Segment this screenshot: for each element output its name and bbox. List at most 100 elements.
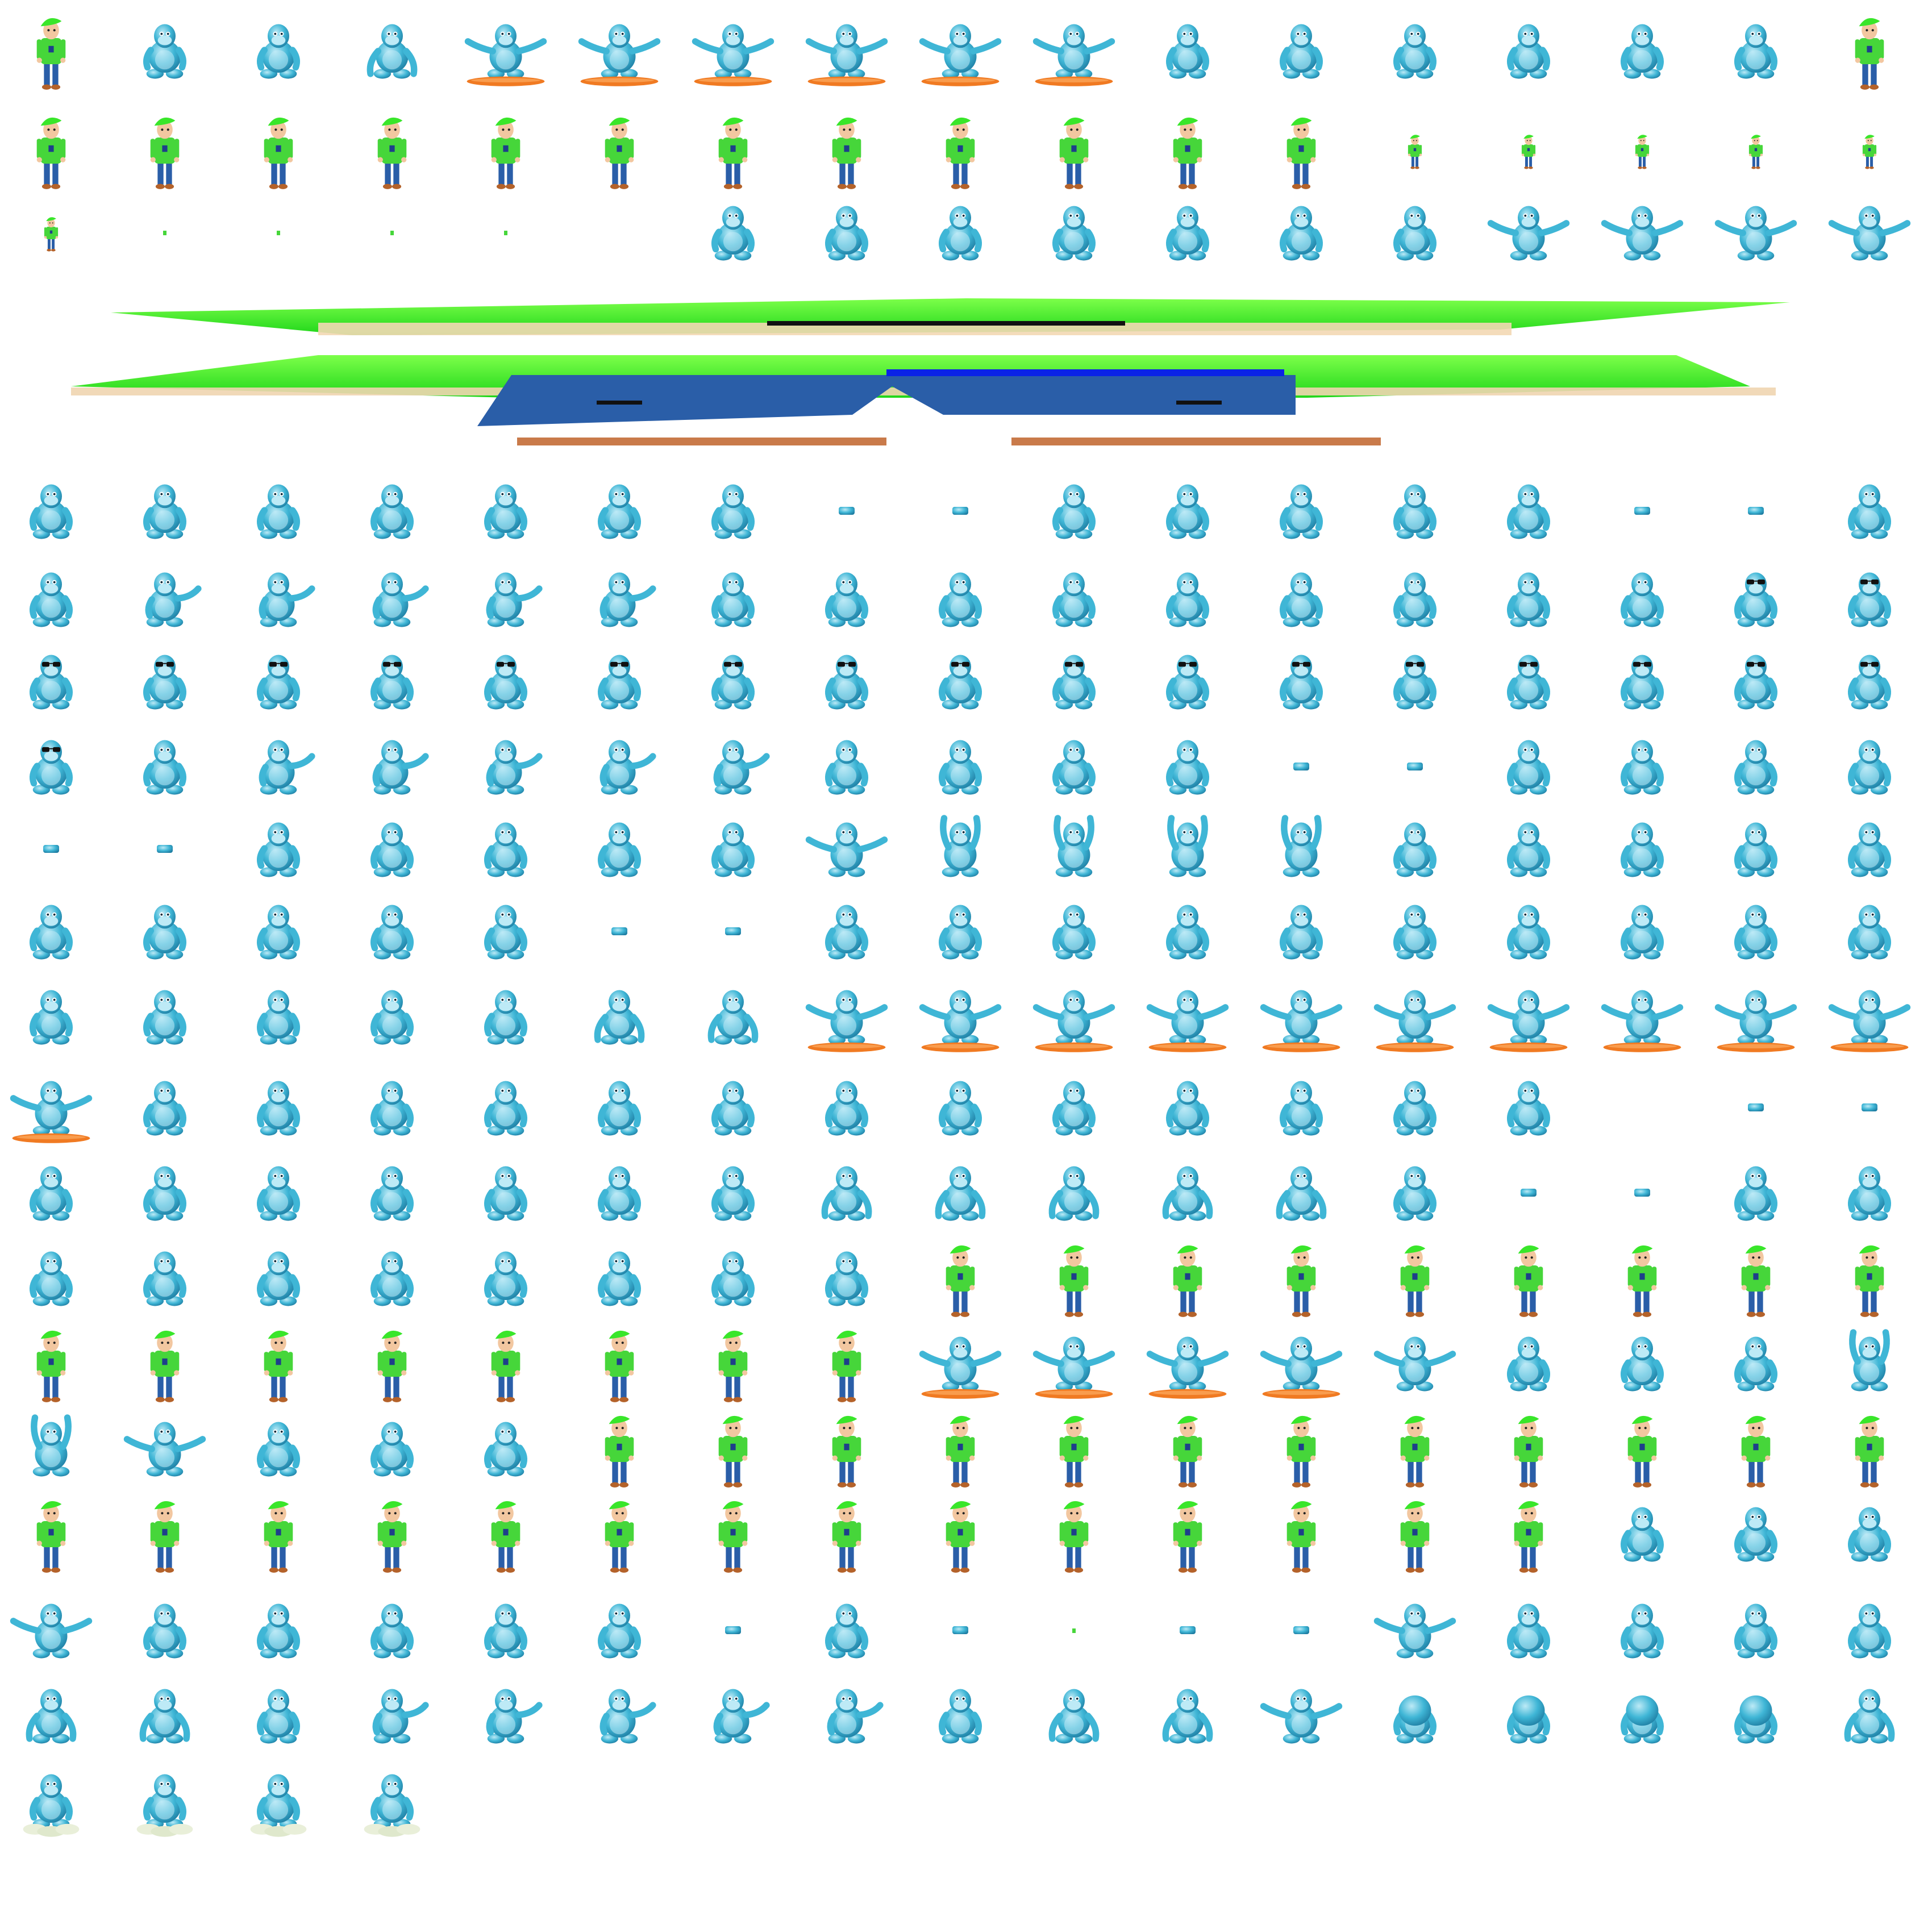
- ape-sprite: [1393, 484, 1436, 539]
- boy-sprite: [718, 117, 748, 189]
- boy-sprite: [605, 117, 634, 189]
- boy-sprite-small: [44, 217, 59, 252]
- sprite-fragment: [1862, 1103, 1877, 1111]
- ape-sprite: [464, 24, 547, 86]
- ape-sprite: [711, 1251, 755, 1306]
- ape-sprite: [599, 740, 656, 795]
- boy-sprite: [946, 1245, 975, 1317]
- sprite-dot: [163, 231, 166, 235]
- ape-sprite: [1848, 822, 1891, 877]
- ape-sprite: [143, 655, 186, 710]
- ape-sprite: [370, 1081, 414, 1136]
- sprite-fragment: [952, 1626, 968, 1634]
- ape-sprite: [30, 990, 73, 1045]
- ape-sprite: [1281, 815, 1322, 877]
- ape-sprite: [257, 990, 300, 1045]
- sprite-fragment: [1634, 1189, 1650, 1197]
- ape-sprite: [1393, 1166, 1436, 1221]
- ape-sprite: [1280, 206, 1323, 261]
- sprite-fragment: [725, 927, 741, 935]
- sprite-dot: [504, 231, 507, 235]
- boy-sprite: [491, 1501, 521, 1573]
- sprite-fragment: [1293, 1626, 1309, 1634]
- ape-sprite: [935, 1166, 986, 1221]
- ape-sprite: [1507, 1081, 1550, 1136]
- ape-sprite: [484, 1081, 527, 1136]
- boy-sprite: [605, 1415, 634, 1488]
- ape-sprite: [711, 572, 755, 627]
- ape-sprite: [1373, 1603, 1456, 1659]
- ape-sprite: [372, 1689, 429, 1744]
- ape-sprite: [372, 572, 429, 627]
- ape-sprite: [939, 655, 982, 710]
- boy-sprite: [36, 1501, 66, 1573]
- ape-sprite: [1828, 990, 1911, 1052]
- ape-sprite: [257, 1081, 300, 1136]
- boy-sprite: [1855, 1415, 1884, 1488]
- ape-sprite: [1166, 484, 1209, 539]
- boy-sprite: [718, 1415, 748, 1488]
- sprite-fragment: [725, 1626, 741, 1634]
- ape-sprite: [257, 1689, 300, 1744]
- ape-sprite: [1393, 655, 1436, 710]
- ape-sprite: [136, 1774, 193, 1837]
- sprite-fragment: [157, 845, 173, 853]
- ape-sprite: [1393, 1695, 1436, 1744]
- ape-sprite: [1166, 655, 1209, 710]
- boy-sprite: [1855, 18, 1884, 90]
- ape-sprite: [1032, 990, 1115, 1052]
- ape-sprite: [484, 1251, 527, 1306]
- ape-sprite: [30, 740, 73, 795]
- ape-sprite: [370, 1166, 414, 1221]
- ape-sprite: [30, 905, 73, 960]
- ape-sprite: [598, 822, 641, 877]
- sprite-fragment: [1748, 507, 1764, 515]
- ape-sprite: [599, 1689, 656, 1744]
- ape-sprite: [1166, 206, 1209, 261]
- boy-sprite: [1400, 1501, 1430, 1573]
- ape-sprite: [919, 24, 1002, 86]
- ape-sprite: [143, 1166, 186, 1221]
- ape-sprite: [1734, 822, 1777, 877]
- ape-sprite: [1162, 1166, 1213, 1221]
- ape-sprite: [1166, 1081, 1209, 1136]
- boy-sprite: [1059, 1415, 1089, 1488]
- ape-sprite: [1052, 206, 1096, 261]
- ape-sprite: [143, 1251, 186, 1306]
- boy-sprite: [1173, 1415, 1202, 1488]
- ape-sprite: [1260, 1336, 1343, 1399]
- ape-sprite: [598, 1081, 641, 1136]
- ape-sprite: [805, 24, 888, 86]
- ape-sprite: [1621, 24, 1664, 79]
- ape-sprite: [825, 572, 868, 627]
- ape-sprite: [1848, 740, 1891, 795]
- ape-sprite: [1507, 484, 1550, 539]
- sprite-fragment: [1634, 507, 1650, 515]
- boy-sprite: [264, 117, 293, 189]
- ape-sprite: [713, 1689, 770, 1744]
- ape-sprite: [1848, 484, 1891, 539]
- ape-sprite: [257, 905, 300, 960]
- ape-sprite: [805, 822, 888, 877]
- sprite-dot: [1072, 1628, 1076, 1633]
- ape-sprite: [484, 1603, 527, 1659]
- ape-sprite: [367, 24, 418, 79]
- ape-sprite: [1734, 1336, 1777, 1392]
- ape-sprite: [1507, 822, 1550, 877]
- ape-sprite: [143, 1603, 186, 1659]
- boy-sprite: [1173, 1501, 1202, 1573]
- ape-sprite: [370, 655, 414, 710]
- ape-sprite: [1734, 655, 1777, 710]
- ape-sprite: [1848, 572, 1891, 627]
- boy-sprite: [491, 1330, 521, 1402]
- ape-sprite: [1280, 484, 1323, 539]
- ape-sprite: [259, 740, 315, 795]
- boy-sprite: [1400, 1415, 1430, 1488]
- ape-sprite: [1507, 24, 1550, 79]
- boy-sprite: [36, 117, 66, 189]
- ape-sprite: [257, 484, 300, 539]
- ape-sprite: [1054, 815, 1094, 877]
- ape-sprite: [1393, 24, 1436, 79]
